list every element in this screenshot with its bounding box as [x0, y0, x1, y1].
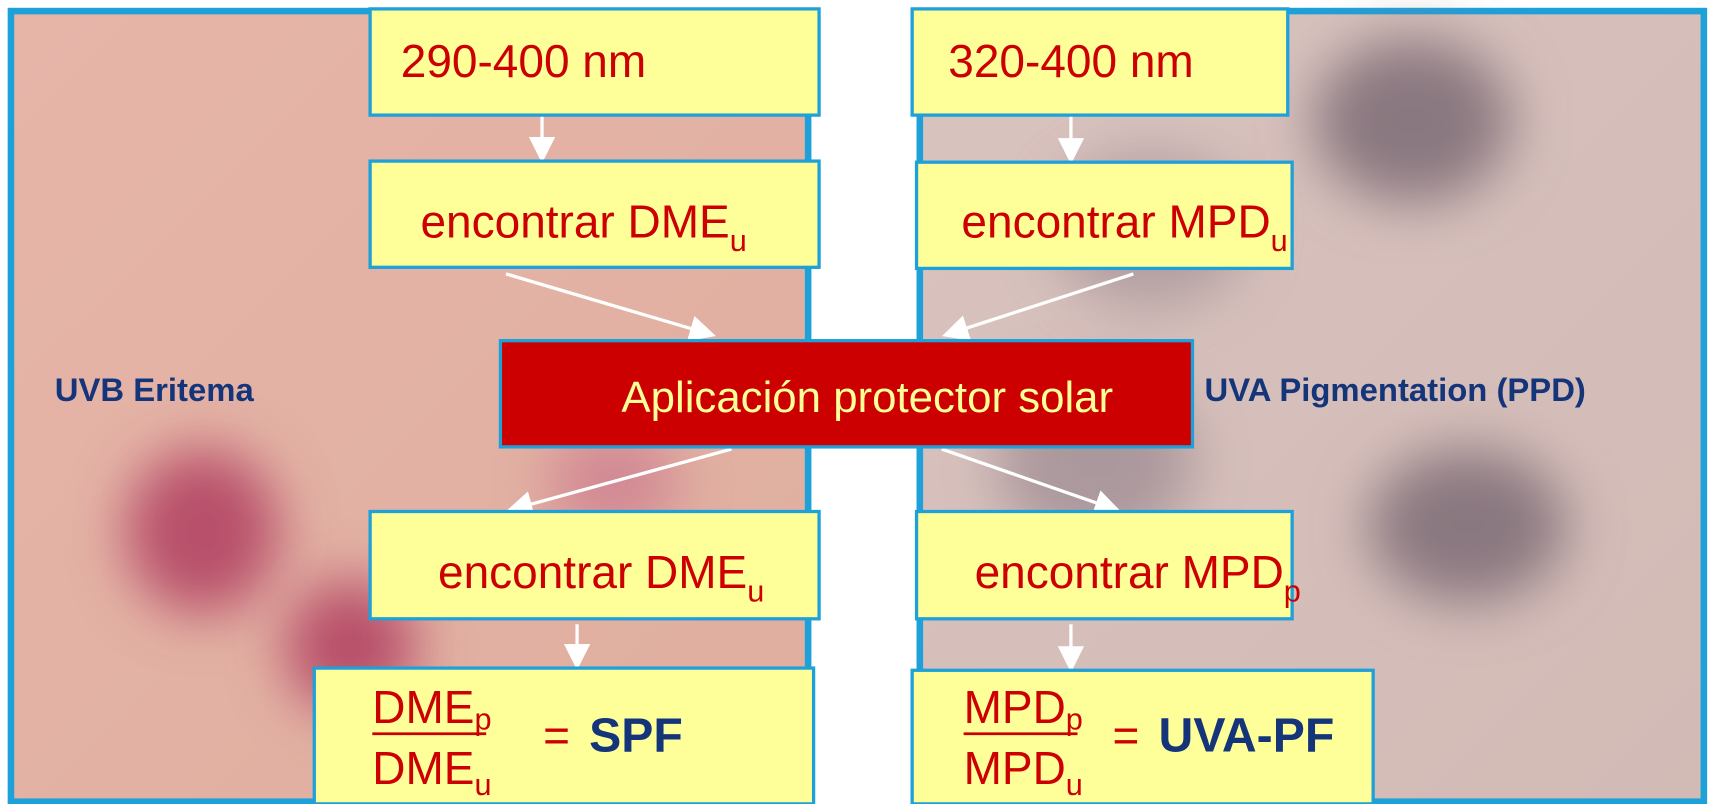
uvb-treated-box: [368, 509, 821, 621]
uvb-label: UVB Eritema: [55, 371, 255, 408]
subscript: u: [1066, 768, 1083, 802]
uvapf-numerator: MPDp: [964, 681, 1083, 737]
subscript: p: [1284, 574, 1301, 608]
text: MPD: [964, 742, 1066, 794]
text: encontrar MPD: [961, 196, 1270, 248]
uvapf-result: UVA-PF: [1159, 708, 1335, 762]
text: encontrar DME: [438, 546, 747, 598]
text: MPD: [964, 681, 1066, 733]
uvb-range-box: [368, 7, 821, 117]
text: encontrar MPD: [975, 546, 1284, 598]
spf-result: SPF: [589, 708, 683, 762]
spf-box: [312, 666, 816, 804]
uvb-untreated-box: [368, 159, 821, 269]
uvb-untreated: encontrar DMEu: [420, 196, 746, 258]
subscript: u: [1271, 224, 1288, 258]
uvb-treated: encontrar DMEu: [438, 546, 764, 608]
text: DME: [372, 742, 474, 794]
text: DME: [372, 681, 474, 733]
subscript: p: [474, 702, 491, 736]
equals: =: [1113, 709, 1140, 761]
subscript: u: [747, 574, 764, 608]
uvb-range: 290-400 nm: [401, 35, 646, 87]
uva-untreated: encontrar MPDu: [961, 196, 1287, 258]
uva-range: 320-400 nm: [948, 35, 1193, 87]
uva-untreated-box: [914, 160, 1294, 271]
spf-denominator: DMEu: [372, 742, 491, 802]
uva-label: UVA Pigmentation (PPD): [1205, 371, 1586, 408]
uva-treated: encontrar MPDp: [975, 546, 1301, 608]
subscript: u: [730, 224, 747, 258]
uvapf-box: [910, 668, 1375, 804]
text: encontrar DME: [420, 196, 729, 248]
center-box: [498, 339, 1195, 449]
spf-numerator: DMEp: [372, 681, 491, 737]
equals: =: [543, 709, 570, 761]
subscript: u: [474, 768, 491, 802]
uva-range-box: [910, 7, 1290, 117]
uva-treated-box: [914, 509, 1294, 621]
subscript: p: [1066, 702, 1083, 736]
uvapf-denominator: MPDu: [964, 742, 1083, 802]
arrows: [505, 115, 1134, 673]
center-text: Aplicación protector solar: [621, 373, 1113, 422]
